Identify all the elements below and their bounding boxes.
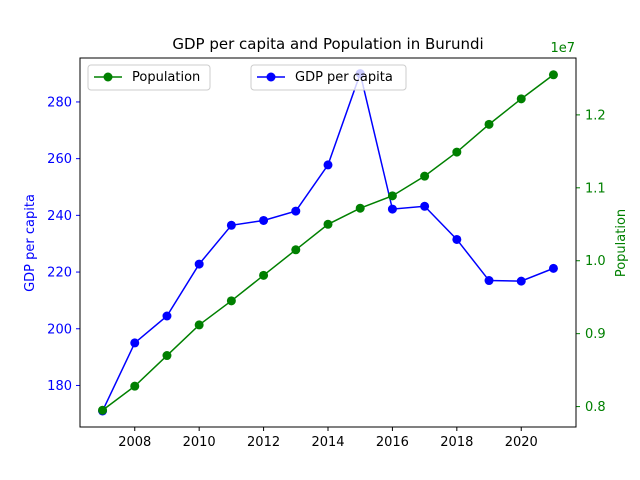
population-point-2016 bbox=[387, 191, 397, 201]
gdp-per-capita-point-2019 bbox=[484, 276, 494, 286]
gdp-per-capita-point-2008 bbox=[130, 338, 140, 348]
x-tick-label: 2014 bbox=[311, 435, 344, 450]
gdp-per-capita-point-2010 bbox=[194, 259, 204, 269]
right-y-axis-label: Population bbox=[614, 209, 629, 277]
right-y-tick-label: 1.0 bbox=[585, 254, 606, 269]
gdp-per-capita-point-2009 bbox=[162, 311, 172, 321]
legend-population-marker bbox=[103, 72, 113, 82]
population-point-2014 bbox=[323, 219, 333, 229]
legend-population-box bbox=[87, 64, 211, 91]
legend-gdp-per-capita: GDP per capita bbox=[250, 64, 407, 91]
legend-gdp-label: GDP per capita bbox=[295, 70, 393, 85]
x-tick-label: 2012 bbox=[247, 435, 280, 450]
series-layer bbox=[98, 69, 558, 416]
right-y-tick-label: 1.2 bbox=[585, 108, 606, 123]
right-y-axis-offset-text: 1e7 bbox=[550, 41, 575, 56]
x-tick-label: 2010 bbox=[183, 435, 216, 450]
gdp-per-capita-point-2011 bbox=[226, 220, 236, 230]
population-point-2012 bbox=[259, 270, 269, 280]
right-y-tick-label: 1.1 bbox=[585, 181, 606, 196]
gdp-per-capita-point-2014 bbox=[323, 160, 333, 170]
population-point-2021 bbox=[548, 70, 558, 80]
population-point-2009 bbox=[162, 351, 172, 361]
population-point-2015 bbox=[355, 203, 365, 213]
gdp-per-capita-point-2018 bbox=[452, 234, 462, 244]
left-y-axis-label: GDP per capita bbox=[23, 194, 38, 292]
population-point-2013 bbox=[291, 245, 301, 255]
x-tick-label: 2020 bbox=[505, 435, 538, 450]
chart-title: GDP per capita and Population in Burundi bbox=[172, 35, 483, 53]
gdp-per-capita-point-2017 bbox=[420, 201, 430, 211]
gdp-per-capita-point-2012 bbox=[259, 215, 269, 225]
legend-population: Population bbox=[87, 64, 211, 91]
gdp-per-capita-point-2016 bbox=[387, 204, 397, 214]
x-tick-label: 2008 bbox=[118, 435, 151, 450]
legend-population-label: Population bbox=[132, 70, 200, 85]
population-point-2008 bbox=[130, 381, 140, 391]
left-y-tick-label: 260 bbox=[47, 152, 72, 167]
population-point-2018 bbox=[452, 147, 462, 157]
left-y-axis-ticks: 180 200 220 240 260 280 bbox=[47, 95, 80, 394]
right-y-axis-ticks: 0.8 0.9 1.0 1.1 1.2 bbox=[576, 108, 606, 415]
gdp-per-capita-point-2020 bbox=[516, 276, 526, 286]
left-y-tick-label: 220 bbox=[47, 266, 72, 281]
legend-gdp-box bbox=[250, 64, 407, 91]
x-tick-label: 2016 bbox=[376, 435, 409, 450]
legend-gdp-marker bbox=[266, 72, 276, 82]
left-y-tick-label: 240 bbox=[47, 209, 72, 224]
x-axis-ticks: 2008 2010 2012 2014 2016 2018 2020 bbox=[118, 427, 538, 450]
x-tick-label: 2018 bbox=[440, 435, 473, 450]
population-point-2020 bbox=[516, 94, 526, 104]
population-point-2007 bbox=[98, 405, 108, 415]
population-point-2019 bbox=[484, 119, 494, 129]
population-point-2010 bbox=[194, 320, 204, 330]
left-y-tick-label: 200 bbox=[47, 322, 72, 337]
gdp-per-capita-point-2013 bbox=[291, 206, 301, 216]
right-y-tick-label: 0.8 bbox=[585, 400, 606, 415]
right-y-tick-label: 0.9 bbox=[585, 327, 606, 342]
gdp-per-capita-point-2021 bbox=[548, 263, 558, 273]
left-y-tick-label: 280 bbox=[47, 95, 72, 110]
population-point-2017 bbox=[420, 171, 430, 181]
plot-frame bbox=[79, 57, 577, 428]
population-point-2011 bbox=[226, 296, 236, 306]
left-y-tick-label: 180 bbox=[47, 379, 72, 394]
